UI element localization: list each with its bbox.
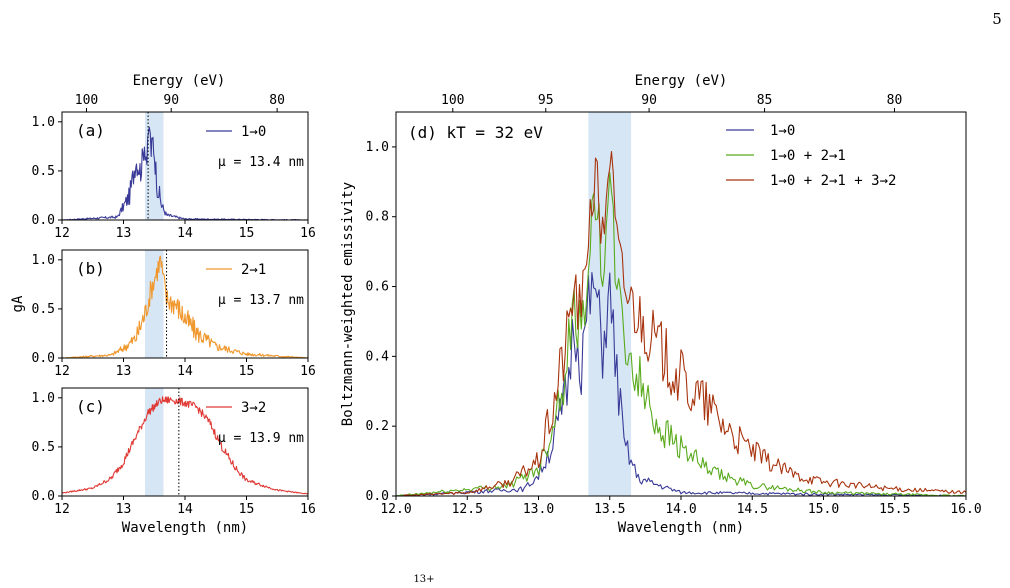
x-tick-label: 15.0 bbox=[808, 502, 839, 517]
x-tick-label: 12 bbox=[54, 226, 70, 241]
legend-label-1: 1→0 bbox=[770, 123, 795, 139]
y-tick-label: 0.0 bbox=[32, 213, 55, 228]
x-tick-label: 12 bbox=[54, 364, 70, 379]
x-tick-label: 12.0 bbox=[380, 502, 411, 517]
series-line-1 bbox=[61, 396, 309, 495]
top-tick-label: 80 bbox=[269, 93, 285, 108]
y-axis-label: Boltzmann-weighted emissivity bbox=[340, 182, 356, 426]
x-tick-label: 14 bbox=[177, 502, 193, 517]
mean-label: μ = 13.7 nm bbox=[218, 293, 304, 308]
y-tick-label: 0.5 bbox=[32, 164, 55, 179]
panel-d: 12.0 12.5 13.0 13.5 14.0 14.5 15.0 15.5 16.0 0.0 0… bbox=[340, 73, 982, 536]
caption-fragment: 13+ bbox=[413, 574, 434, 585]
x-tick-label: 16 bbox=[300, 502, 316, 517]
y-tick-label: 0.5 bbox=[32, 440, 55, 455]
shaded-band bbox=[145, 388, 164, 496]
x-tick-label: 14 bbox=[177, 364, 193, 379]
y-tick-label: 1.0 bbox=[366, 140, 389, 155]
x-tick-label: 14 bbox=[177, 226, 193, 241]
legend-label: 3→2 bbox=[241, 400, 266, 416]
series-line-3 bbox=[396, 151, 967, 497]
series-line-1 bbox=[395, 272, 966, 497]
legend-label: 1→0 bbox=[241, 124, 266, 140]
y-tick-label: 0.4 bbox=[366, 349, 390, 364]
panel-a: 12 13 14 15 16 0.0 0.5 1.0 100 90 80 Energy (eV) (a)… bbox=[32, 73, 316, 241]
shaded-band bbox=[145, 250, 164, 358]
y-tick-label: 0.2 bbox=[366, 419, 389, 434]
top-tick-label: 100 bbox=[441, 93, 464, 108]
x-tick-label: 15.5 bbox=[879, 502, 910, 517]
top-tick-label: 90 bbox=[641, 93, 657, 108]
y-tick-label: 1.0 bbox=[32, 391, 55, 406]
y-tick-label: 1.0 bbox=[32, 253, 55, 268]
x-tick-label: 16 bbox=[300, 226, 316, 241]
x-tick-label: 14.0 bbox=[665, 502, 696, 517]
x-tick-label: 13.5 bbox=[594, 502, 625, 517]
x-tick-label: 15 bbox=[239, 226, 255, 241]
legend-label: 2→1 bbox=[241, 262, 266, 278]
panel-label: (a) bbox=[76, 121, 105, 140]
x-tick-label: 13 bbox=[116, 226, 132, 241]
x-tick-label: 13.0 bbox=[523, 502, 554, 517]
top-tick-label: 95 bbox=[538, 93, 554, 108]
top-axis-label: Energy (eV) bbox=[133, 73, 226, 89]
legend-label-2: 1→0 + 2→1 bbox=[770, 148, 846, 164]
panel-b: 12 13 14 15 16 0.0 0.5 1.0 gA (b) 2→1 μ = 13.7 nm bbox=[10, 249, 316, 379]
page-number: 5 bbox=[992, 10, 1002, 28]
mean-label: μ = 13.9 nm bbox=[218, 431, 304, 446]
y-tick-label: 0.0 bbox=[366, 489, 389, 504]
x-axis-label: Wavelength (nm) bbox=[122, 520, 248, 536]
top-tick-label: 85 bbox=[757, 93, 773, 108]
panel-c: 12 13 14 15 16 0.0 0.5 1.0 Wavelength (nm) (c) 3→2… bbox=[32, 387, 316, 536]
y-tick-label: 1.0 bbox=[32, 115, 55, 130]
y-tick-label: 0.0 bbox=[32, 351, 55, 366]
legend-label-3: 1→0 + 2→1 + 3→2 bbox=[770, 173, 896, 189]
top-axis-label: Energy (eV) bbox=[635, 73, 728, 89]
top-tick-label: 90 bbox=[163, 93, 179, 108]
top-tick-label: 80 bbox=[887, 93, 903, 108]
y-tick-label: 0.6 bbox=[366, 280, 389, 295]
panel-label: (c) bbox=[76, 397, 105, 416]
x-tick-label: 12.5 bbox=[452, 502, 483, 517]
x-tick-label: 15 bbox=[239, 364, 255, 379]
series-line-1 bbox=[61, 255, 309, 359]
y-tick-label: 0.5 bbox=[32, 302, 55, 317]
x-tick-label: 13 bbox=[116, 364, 132, 379]
panel-label: (d) kT = 32 eV bbox=[408, 123, 543, 142]
x-axis-label: Wavelength (nm) bbox=[618, 520, 744, 536]
panel-label: (b) bbox=[76, 259, 105, 278]
x-tick-label: 14.5 bbox=[737, 502, 768, 517]
x-tick-label: 16.0 bbox=[950, 502, 981, 517]
x-tick-label: 13 bbox=[116, 502, 132, 517]
x-tick-label: 15 bbox=[239, 502, 255, 517]
series-line-2 bbox=[395, 172, 967, 497]
x-tick-label: 12 bbox=[54, 502, 70, 517]
mean-label: μ = 13.4 nm bbox=[218, 155, 304, 170]
y-tick-label: 0.8 bbox=[366, 210, 389, 225]
series-line-1 bbox=[61, 126, 309, 221]
x-tick-label: 16 bbox=[300, 364, 316, 379]
top-tick-label: 100 bbox=[75, 93, 98, 108]
y-axis-label: gA bbox=[10, 295, 26, 312]
y-tick-label: 0.0 bbox=[32, 489, 55, 504]
